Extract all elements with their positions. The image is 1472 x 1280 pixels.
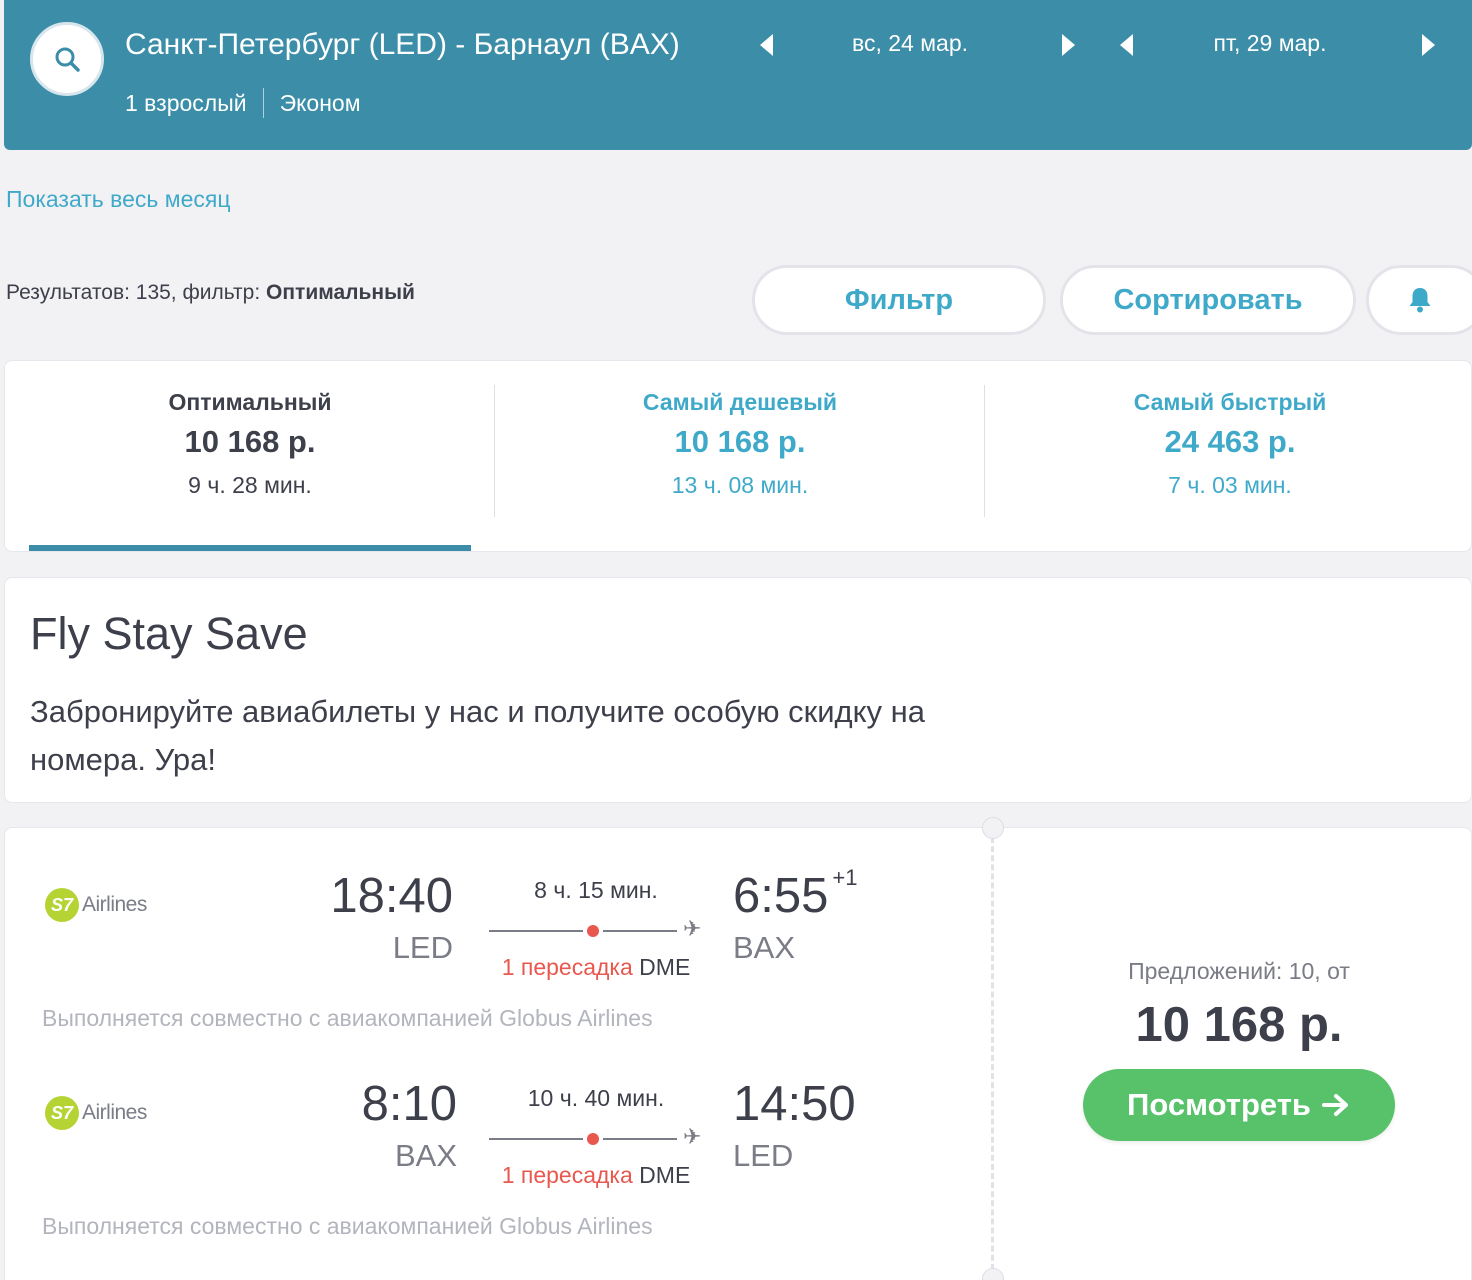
passengers-label: 1 взрослый (125, 89, 247, 116)
arrival-airport: LED (733, 1138, 794, 1173)
ticket-divider (991, 828, 994, 1280)
day-offset: +1 (832, 864, 858, 890)
s7-logo-icon: S7 (45, 1096, 79, 1130)
tab-price: 24 463 р. (1164, 424, 1296, 459)
results-summary: Результатов: 135, фильтр: Оптимальный (6, 281, 415, 305)
search-icon (55, 47, 80, 72)
airline-logo: S7 Airlines (45, 888, 147, 922)
arrival-time: 14:50 (733, 1076, 856, 1132)
ticket-notch (982, 1268, 1004, 1280)
tab-fastest[interactable]: Самый быстрый 24 463 р. 7 ч. 03 мин. (985, 361, 1472, 551)
promo-banner[interactable]: Fly Stay Save Забронируйте авиабилеты у … (4, 577, 1472, 803)
depart-prev-day-icon[interactable] (760, 34, 773, 56)
divider (984, 385, 985, 517)
return-next-day-icon[interactable] (1422, 34, 1435, 56)
depart-date[interactable]: вс, 24 мар. (852, 30, 968, 56)
stop-airport: DME (639, 1162, 691, 1188)
offer-panel: Предложений: 10, от 10 168 р. Посмотреть (1005, 958, 1472, 1141)
filter-button[interactable]: Фильтр (752, 265, 1046, 335)
arrow-right-icon (1321, 1094, 1348, 1116)
airline-name: Airlines (82, 893, 147, 916)
bell-icon (1409, 288, 1431, 313)
tab-price: 10 168 р. (674, 424, 806, 459)
tab-duration: 7 ч. 03 мин. (1168, 472, 1292, 498)
tab-cheapest[interactable]: Самый дешевый 10 168 р. 13 ч. 08 мин. (495, 361, 985, 551)
flight-duration: 8 ч. 15 мин. (534, 877, 658, 903)
departure-time: 18:40 (330, 869, 453, 923)
airline-name: Airlines (82, 1101, 147, 1124)
offers-count: Предложений: 10, от (1128, 958, 1350, 984)
stops-count: 1 пересадка (501, 1162, 633, 1188)
stops-info: 1 пересадка DME (491, 1162, 701, 1189)
show-whole-month-link[interactable]: Показать весь месяц (6, 186, 231, 212)
arrival-time-value: 6:55 (733, 869, 829, 923)
promo-text: Забронируйте авиабилеты у нас и получите… (30, 694, 926, 777)
s7-logo-icon: S7 (45, 888, 79, 922)
flight-segment-return: S7 Airlines 8:10 BAX 10 ч. 40 мин. ✈ 1 п… (5, 1036, 985, 1239)
search-button[interactable] (30, 22, 104, 96)
airplane-icon: ✈ (683, 1124, 702, 1149)
tab-title: Самый быстрый (1133, 389, 1327, 415)
tab-title: Самый дешевый (642, 389, 838, 415)
stop-dot-icon (587, 925, 599, 937)
arrival-time-value: 14:50 (733, 1077, 856, 1131)
view-offer-label: Посмотреть (1127, 1087, 1311, 1122)
arrival-airport: BAX (733, 930, 796, 965)
promo-title: Fly Stay Save (30, 608, 308, 659)
results-filter: Оптимальный (266, 281, 415, 304)
cabin-label: Эконом (279, 89, 361, 116)
flight-segment-outbound: S7 Airlines 18:40 LED 8 ч. 15 мин. ✈ 1 п… (5, 828, 985, 1031)
depart-next-day-icon[interactable] (1062, 34, 1075, 56)
divider (262, 88, 264, 118)
stop-airport: DME (639, 954, 691, 980)
operated-by-note: Выполняется совместно с авиакомпанией Gl… (42, 1005, 653, 1031)
divider (494, 385, 495, 517)
ticket-notch (982, 817, 1004, 839)
flight-duration: 10 ч. 40 мин. (527, 1085, 665, 1111)
route-title[interactable]: Санкт-Петербург (LED) - Барнаул (BAX) (125, 28, 680, 61)
airline-logo: S7 Airlines (45, 1096, 147, 1130)
stops-count: 1 пересадка (501, 954, 633, 980)
route-line: ✈ (489, 916, 715, 941)
sort-tabs: Оптимальный 10 168 р. 9 ч. 28 мин. Самый… (4, 360, 1472, 552)
tab-duration: 13 ч. 08 мин. (671, 472, 809, 498)
tab-price: 10 168 р. (184, 424, 316, 459)
airplane-icon: ✈ (683, 916, 702, 941)
arrival-time: 6:55 +1 (733, 864, 858, 924)
sort-button[interactable]: Сортировать (1060, 265, 1356, 335)
flight-result-card[interactable]: S7 Airlines 18:40 LED 8 ч. 15 мин. ✈ 1 п… (4, 817, 1472, 1280)
departure-airport: LED (392, 930, 453, 965)
tab-title: Оптимальный (168, 389, 332, 415)
departure-airport: BAX (394, 1138, 457, 1173)
price-alert-button[interactable] (1366, 265, 1472, 335)
passenger-summary[interactable]: 1 взрослый Эконом (125, 88, 361, 118)
departure-time: 8:10 (361, 1077, 457, 1131)
stops-info: 1 пересадка DME (491, 954, 701, 981)
route-line: ✈ (489, 1124, 715, 1149)
offer-price: 10 168 р. (1135, 998, 1343, 1052)
search-header: Санкт-Петербург (LED) - Барнаул (BAX) 1 … (4, 0, 1472, 150)
results-count: Результатов: 135, фильтр: (6, 281, 267, 304)
operated-by-note: Выполняется совместно с авиакомпанией Gl… (42, 1213, 653, 1239)
return-date[interactable]: пт, 29 мар. (1213, 30, 1327, 56)
tab-optimal[interactable]: Оптимальный 10 168 р. 9 ч. 28 мин. (5, 361, 495, 551)
return-prev-day-icon[interactable] (1120, 34, 1133, 56)
view-offer-button[interactable]: Посмотреть (1083, 1069, 1395, 1141)
active-tab-indicator (29, 545, 471, 551)
stop-dot-icon (587, 1133, 599, 1145)
tab-duration: 9 ч. 28 мин. (188, 472, 312, 498)
